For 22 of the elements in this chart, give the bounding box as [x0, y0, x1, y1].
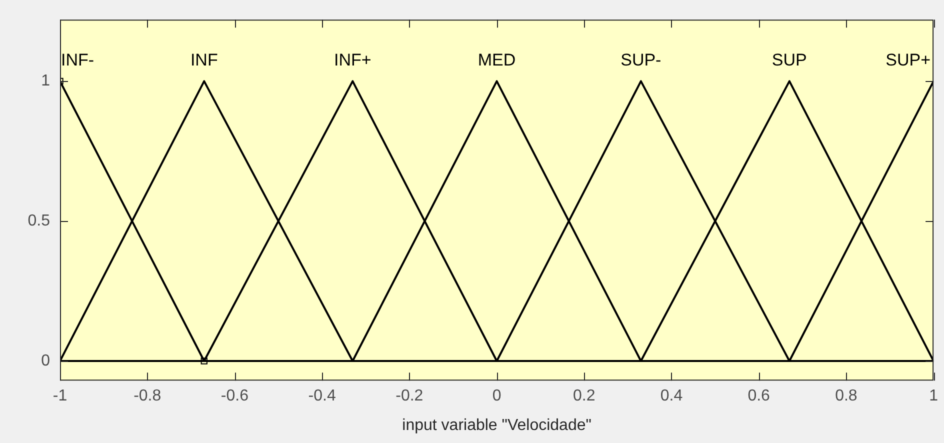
x-tick-label: 0.2	[573, 388, 596, 405]
x-tick-label: 1	[929, 388, 938, 405]
x-tick-label: -1	[52, 388, 68, 405]
x-tick-label: 0.4	[660, 388, 683, 405]
x-tick-label: -0.2	[396, 388, 424, 405]
x-tick-label: -0.8	[134, 388, 162, 405]
series-label: SUP+	[886, 50, 931, 70]
x-tick-label: 0.6	[748, 388, 770, 405]
series-label: INF-	[61, 50, 94, 70]
y-tick-label: 0.5	[28, 212, 50, 230]
series-label: SUP-	[620, 50, 662, 70]
series-label: MED	[478, 50, 516, 70]
series-label: SUP	[772, 50, 807, 70]
series-label: INF+	[334, 50, 372, 70]
x-tick-label: 0.8	[835, 388, 858, 405]
y-tick-label: 1	[41, 72, 50, 90]
y-tick-label: 0	[41, 352, 50, 370]
x-tick-label: 0	[492, 388, 502, 405]
series-label: INF	[190, 50, 218, 70]
x-tick-label: -0.6	[220, 388, 249, 405]
x-tick-label: -0.4	[308, 388, 336, 405]
x-axis-title: input variable "Velocidade"	[402, 416, 592, 434]
